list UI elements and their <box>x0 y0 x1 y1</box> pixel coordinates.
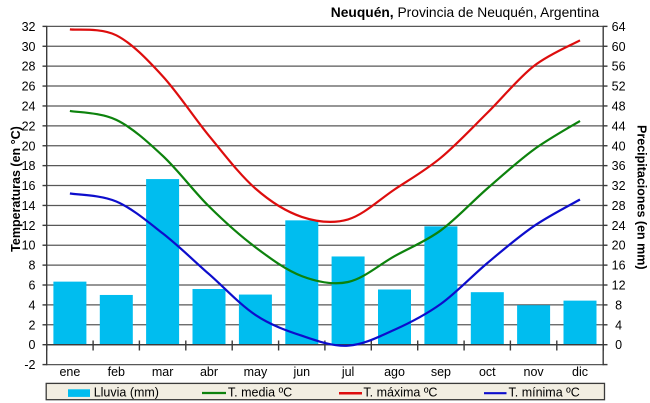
svg-text:jun: jun <box>292 365 310 379</box>
svg-text:sep: sep <box>431 365 451 379</box>
svg-text:22: 22 <box>22 119 36 133</box>
svg-text:28: 28 <box>612 199 626 213</box>
svg-text:8: 8 <box>615 298 622 312</box>
svg-text:Precipitaciones (en mm): Precipitaciones (en mm) <box>635 125 649 269</box>
svg-text:T. media ºC: T. media ºC <box>228 386 292 400</box>
svg-text:48: 48 <box>612 99 626 113</box>
svg-text:20: 20 <box>612 239 626 253</box>
svg-text:mar: mar <box>152 365 174 379</box>
svg-text:0: 0 <box>29 338 36 352</box>
svg-text:52: 52 <box>612 80 626 94</box>
svg-text:Lluvia (mm): Lluvia (mm) <box>94 386 159 400</box>
svg-text:may: may <box>244 365 268 379</box>
svg-text:56: 56 <box>612 60 626 74</box>
svg-text:20: 20 <box>22 139 36 153</box>
svg-text:12: 12 <box>22 219 36 233</box>
svg-text:26: 26 <box>22 80 36 94</box>
svg-text:2: 2 <box>29 318 36 332</box>
svg-text:30: 30 <box>22 40 36 54</box>
svg-text:12: 12 <box>612 279 626 293</box>
svg-text:T. máxima ºC: T. máxima ºC <box>363 386 437 400</box>
svg-text:ene: ene <box>59 365 80 379</box>
svg-text:16: 16 <box>22 179 36 193</box>
svg-text:abr: abr <box>200 365 218 379</box>
svg-text:16: 16 <box>612 259 626 273</box>
svg-text:feb: feb <box>108 365 125 379</box>
svg-text:oct: oct <box>479 365 496 379</box>
svg-text:0: 0 <box>615 338 622 352</box>
svg-text:14: 14 <box>22 199 36 213</box>
svg-text:36: 36 <box>612 159 626 173</box>
svg-text:jul: jul <box>341 365 355 379</box>
svg-text:-2: -2 <box>24 358 35 372</box>
svg-text:28: 28 <box>22 60 36 74</box>
svg-text:64: 64 <box>612 20 626 34</box>
svg-text:10: 10 <box>22 239 36 253</box>
svg-text:nov: nov <box>524 365 545 379</box>
svg-text:4: 4 <box>615 318 622 332</box>
svg-text:24: 24 <box>612 219 626 233</box>
svg-text:8: 8 <box>29 259 36 273</box>
svg-text:60: 60 <box>612 40 626 54</box>
svg-text:44: 44 <box>612 119 626 133</box>
svg-text:T. mínima ºC: T. mínima ºC <box>509 386 580 400</box>
svg-text:dic: dic <box>572 365 588 379</box>
svg-text:4: 4 <box>29 298 36 312</box>
svg-text:18: 18 <box>22 159 36 173</box>
svg-text:32: 32 <box>22 20 36 34</box>
svg-text:32: 32 <box>612 179 626 193</box>
svg-text:24: 24 <box>22 99 36 113</box>
svg-text:Neuquén, Provincia de Neuquén,: Neuquén, Provincia de Neuquén, Argentina <box>331 5 600 20</box>
svg-text:6: 6 <box>29 279 36 293</box>
svg-text:ago: ago <box>384 365 405 379</box>
svg-text:40: 40 <box>612 139 626 153</box>
svg-text:Temperaturas (en °C): Temperaturas (en °C) <box>9 126 23 252</box>
